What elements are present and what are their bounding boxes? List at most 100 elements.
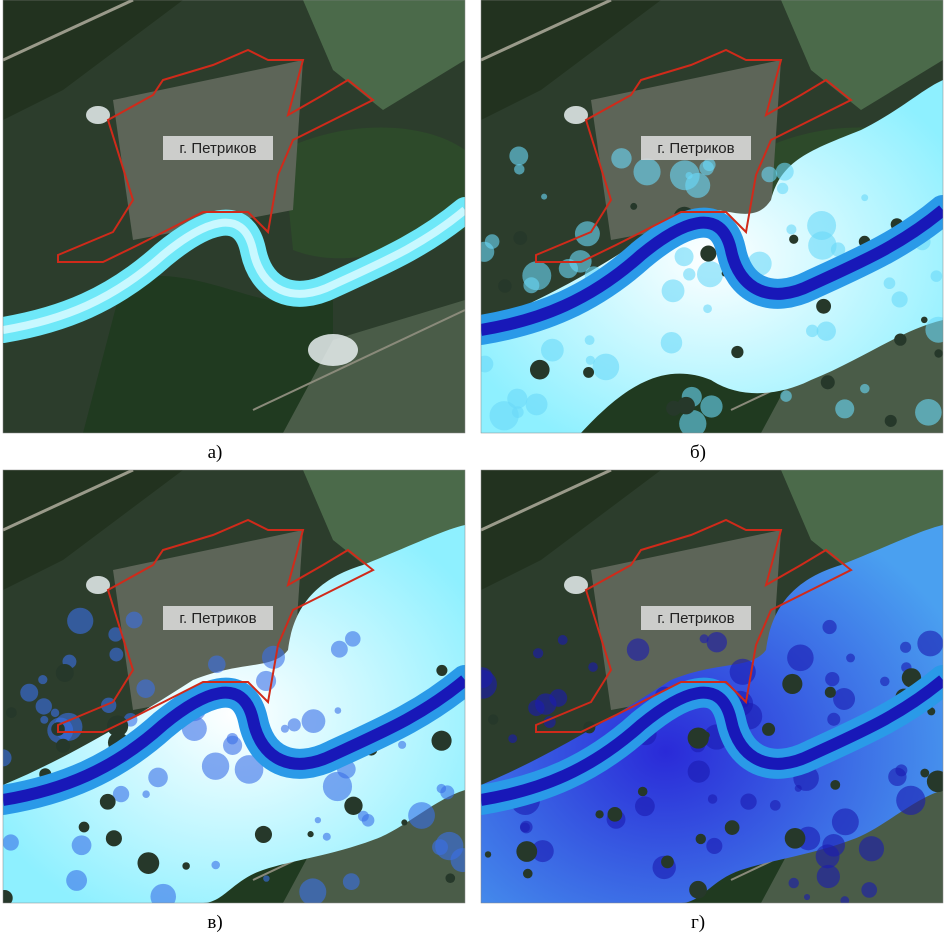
- panel-caption: б): [690, 442, 706, 463]
- flood-depth-spot: [896, 785, 926, 815]
- flood-depth-spot: [299, 878, 327, 903]
- flood-depth-spot: [808, 231, 837, 260]
- cloud: [564, 576, 588, 594]
- dry-patch: [927, 707, 936, 716]
- flood-depth-spot: [541, 193, 548, 200]
- dry-patch: [107, 715, 129, 737]
- flood-depth-spot: [301, 709, 326, 734]
- flood-depth-spot: [584, 335, 595, 346]
- flood-depth-spot: [806, 324, 819, 338]
- panel-caption: в): [207, 912, 222, 933]
- flood-depth-spot: [880, 676, 890, 687]
- dry-patch: [689, 880, 707, 899]
- flood-depth-spot: [833, 688, 856, 710]
- dry-patch: [401, 819, 408, 826]
- dry-patch: [731, 345, 744, 359]
- flood-depth-spot: [840, 896, 850, 903]
- flood-depth-spot: [861, 194, 869, 202]
- dry-patch: [498, 279, 512, 293]
- city-label: г. Петриков: [657, 610, 734, 627]
- flood-depth-spot: [342, 873, 360, 891]
- flood-depth-spot: [287, 718, 301, 732]
- flood-depth-spot: [740, 793, 757, 810]
- dry-patch: [661, 855, 674, 869]
- flood-depth-spot: [261, 645, 285, 669]
- flood-depth-spot: [915, 398, 942, 426]
- road: [481, 470, 612, 532]
- flood-depth-spot: [489, 401, 519, 431]
- panel-border: [2, 469, 466, 904]
- dry-patch: [884, 414, 897, 427]
- dry-patch: [137, 852, 160, 874]
- flood-depth-spot: [40, 715, 49, 724]
- flood-depth-spot: [345, 631, 361, 647]
- flood-depth-spot: [700, 395, 723, 418]
- river: [481, 675, 943, 806]
- flood-depth-spot: [788, 877, 799, 889]
- flood-depth-spot: [803, 893, 811, 901]
- flood-depth-spot: [136, 679, 155, 698]
- dry-patch: [516, 841, 538, 862]
- flood-depth-spot: [314, 816, 322, 824]
- dry-patch: [583, 366, 595, 378]
- flood-depth-spot: [661, 279, 685, 303]
- flood-depth-spot: [263, 875, 270, 882]
- forest: [481, 0, 661, 120]
- fields: [303, 0, 465, 110]
- dry-patch: [782, 673, 803, 695]
- dry-patch: [182, 862, 190, 870]
- satellite-image: г. Петриков: [481, 470, 943, 903]
- flood-depth-spot: [769, 799, 781, 811]
- flood-depth-spot: [71, 835, 92, 856]
- dry-patch: [637, 786, 648, 797]
- map-panel: г. Петриков в): [2, 469, 466, 933]
- panel-border: [2, 0, 466, 434]
- flood-depth-spot: [816, 864, 840, 889]
- flood-depth-spot: [322, 771, 353, 802]
- dry-patch: [630, 202, 638, 210]
- flood-depth-spot: [787, 644, 814, 672]
- city-boundary: [535, 48, 853, 263]
- flood-depth-spot: [532, 648, 544, 659]
- panel-caption: г): [691, 912, 705, 933]
- dry-patch: [307, 831, 314, 838]
- dry-patch: [78, 821, 90, 833]
- flood-depth-spot: [150, 883, 177, 903]
- flood-depth-spot: [334, 707, 342, 714]
- dry-patch: [830, 779, 841, 790]
- flood-depth-spot: [706, 631, 728, 653]
- dry-patch: [820, 375, 835, 390]
- dry-patch: [607, 806, 623, 822]
- dry-patch: [816, 298, 832, 314]
- flood-depth-spot: [891, 291, 908, 308]
- dry-patch: [522, 868, 533, 879]
- flood-depth-spot: [514, 164, 525, 175]
- fields: [781, 0, 943, 110]
- label-box: [641, 136, 751, 160]
- flood-depth-spot: [925, 316, 943, 343]
- flood-depth-spot: [822, 833, 846, 857]
- dry-patch: [761, 722, 776, 736]
- dry-patch: [784, 827, 806, 849]
- flood-depth-spot: [511, 406, 524, 418]
- city-label: г. Петриков: [179, 610, 256, 627]
- satellite-image: г. Петриков: [481, 0, 943, 433]
- dry-patch: [488, 714, 499, 725]
- flood-depth-spot: [917, 630, 943, 657]
- forest: [3, 470, 183, 590]
- flood-depth-spot: [280, 724, 289, 733]
- satellite-image: г. Петриков: [3, 0, 465, 433]
- road: [481, 0, 612, 62]
- map-panel: г. Петриков б): [480, 0, 944, 463]
- river: [3, 675, 465, 806]
- dry-patch: [445, 873, 456, 884]
- dry-patch: [55, 663, 74, 682]
- flood-depth-spot: [674, 247, 694, 267]
- flood-depth-spot: [687, 760, 710, 783]
- city-boundary: [57, 518, 375, 733]
- dry-patch: [695, 833, 706, 845]
- flood-depth-spot: [109, 647, 124, 662]
- label-box: [163, 606, 273, 630]
- flood-depth-spot: [142, 790, 150, 798]
